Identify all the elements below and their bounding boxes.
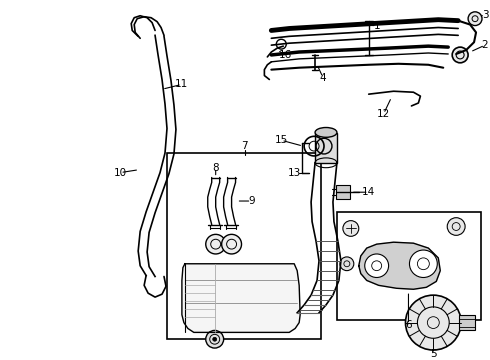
Polygon shape	[182, 264, 300, 332]
Circle shape	[343, 221, 359, 236]
Text: 13: 13	[288, 168, 301, 177]
Text: 3: 3	[482, 10, 489, 20]
Bar	[459, 315, 475, 330]
Text: 9: 9	[248, 196, 255, 206]
Bar	[167, 153, 321, 339]
Text: 7: 7	[241, 141, 248, 151]
Circle shape	[468, 12, 482, 26]
Polygon shape	[359, 242, 441, 289]
Ellipse shape	[315, 127, 337, 137]
Text: 6: 6	[405, 320, 412, 329]
Circle shape	[213, 337, 217, 341]
Circle shape	[340, 257, 354, 271]
Circle shape	[452, 47, 468, 63]
Circle shape	[365, 254, 389, 278]
Text: 12: 12	[377, 109, 390, 119]
Text: 8: 8	[212, 163, 219, 173]
Text: 14: 14	[362, 187, 375, 197]
Text: 15: 15	[275, 135, 288, 145]
Bar	[336, 185, 350, 199]
Bar	[337, 212, 481, 320]
Circle shape	[410, 250, 437, 278]
Circle shape	[447, 218, 465, 235]
Circle shape	[206, 234, 225, 254]
Circle shape	[221, 234, 242, 254]
Bar	[315, 134, 337, 163]
Text: 5: 5	[430, 349, 437, 359]
Text: 4: 4	[319, 72, 326, 82]
Circle shape	[206, 330, 223, 348]
Text: 1: 1	[373, 21, 380, 31]
Circle shape	[406, 295, 461, 350]
Text: 16: 16	[279, 50, 292, 60]
Text: 11: 11	[175, 79, 189, 89]
Text: 2: 2	[482, 40, 489, 50]
Text: 10: 10	[114, 168, 127, 177]
